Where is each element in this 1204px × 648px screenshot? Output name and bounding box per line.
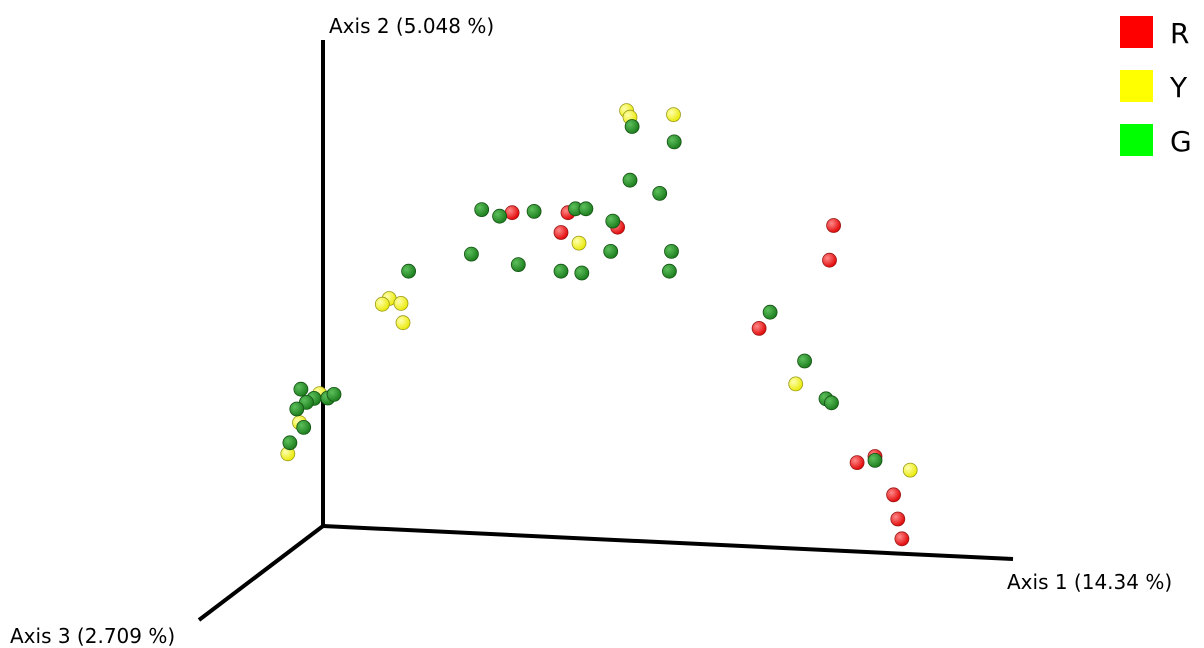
- data-point-r-2: [553, 225, 569, 240]
- axis-1-label: Axis 1 (14.34 %): [1007, 570, 1172, 594]
- data-point-r-4: [826, 218, 841, 233]
- legend-entry-y: Y: [1120, 70, 1188, 104]
- data-point-g-30: [282, 435, 298, 451]
- data-point-g-13: [510, 257, 526, 273]
- data-point-y-2: [666, 107, 681, 122]
- data-point-g-21: [824, 395, 839, 411]
- data-point-r-9: [886, 487, 901, 503]
- data-point-g-5: [624, 119, 640, 134]
- legend-entry-g: G: [1120, 124, 1192, 158]
- data-point-g-17: [662, 263, 677, 279]
- data-point-g-8: [652, 185, 668, 201]
- data-point-g-15: [553, 263, 569, 279]
- data-point-r-11: [894, 531, 910, 547]
- legend-label-y: Y: [1169, 71, 1188, 104]
- axes: [197, 40, 1014, 622]
- data-point-g-2: [526, 203, 542, 219]
- data-point-g-14: [401, 263, 417, 279]
- data-point-g-12: [463, 246, 479, 262]
- data-point-g-18: [762, 304, 778, 320]
- data-point-y-6: [393, 295, 409, 311]
- data-point-g-11: [664, 243, 679, 259]
- axis-3-line: [197, 524, 325, 622]
- data-points: [280, 103, 918, 547]
- legend-swatch-g: [1120, 124, 1153, 156]
- data-point-g-10: [603, 243, 619, 259]
- data-point-g-4: [578, 201, 594, 217]
- axis-3-label: Axis 3 (2.709 %): [10, 624, 175, 648]
- data-point-r-10: [890, 511, 906, 527]
- legend-swatch-r: [1120, 16, 1153, 48]
- data-point-g-22: [867, 452, 883, 468]
- data-point-y-7: [395, 315, 411, 331]
- legend-entry-r: R: [1120, 16, 1189, 50]
- data-point-g-23: [293, 381, 309, 397]
- data-point-g-9: [605, 213, 621, 229]
- legend-label-g: G: [1170, 125, 1192, 158]
- axis-2-label: Axis 2 (5.048 %): [329, 14, 494, 38]
- data-point-y-5: [374, 296, 390, 312]
- data-point-g-7: [622, 172, 638, 188]
- data-point-r-6: [751, 320, 767, 336]
- legend-label-r: R: [1170, 17, 1189, 50]
- legend-swatch-y: [1120, 70, 1153, 102]
- data-point-g-16: [574, 265, 590, 281]
- data-point-y-3: [571, 235, 587, 251]
- data-point-g-6: [666, 134, 682, 150]
- data-point-g-0: [474, 202, 490, 218]
- data-point-y-8: [788, 376, 804, 392]
- data-point-r-5: [822, 252, 837, 268]
- data-point-g-19: [797, 353, 812, 369]
- data-point-g-27: [326, 386, 342, 402]
- data-point-g-28: [289, 401, 305, 417]
- data-point-r-0: [504, 205, 520, 221]
- data-point-y-9: [902, 462, 918, 478]
- data-point-g-1: [492, 208, 508, 224]
- data-point-g-29: [296, 419, 312, 435]
- axis-1-line: [322, 524, 1014, 561]
- legend: R Y G: [1120, 16, 1192, 158]
- data-point-r-8: [849, 455, 865, 471]
